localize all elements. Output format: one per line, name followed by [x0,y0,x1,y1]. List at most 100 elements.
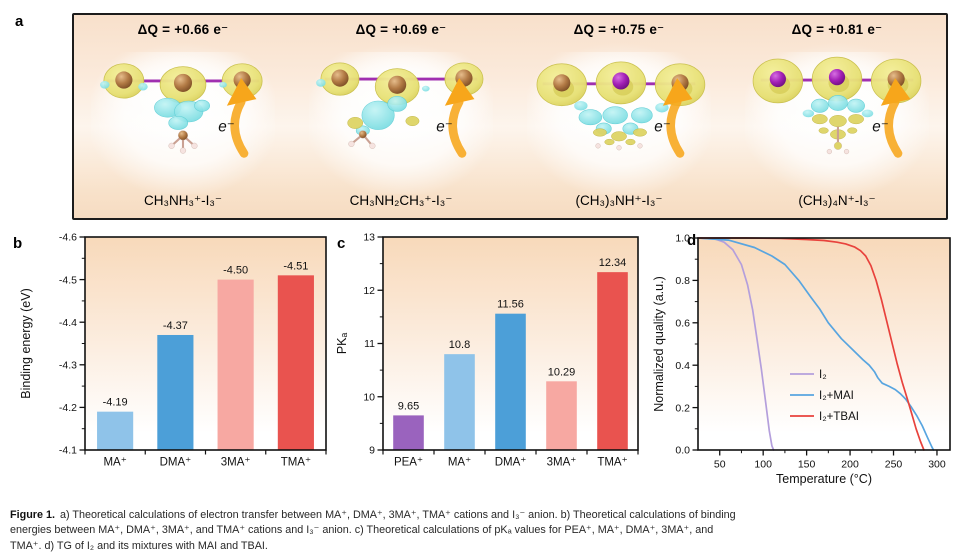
y-tick-label: -4.6 [59,232,77,244]
panel-a-electron-transfer: ΔQ = +0.66 e⁻ e⁻ CH₃NH₃⁺-I₃⁻ ΔQ = +0.69 … [72,13,948,220]
molecule-formula: CH₃NH₂CH₃⁺-I₃⁻ [349,193,453,208]
charge-transfer-value: ΔQ = +0.69 e⁻ [355,22,447,37]
cyan-isosurface-blob [168,115,189,130]
x-category-label: TMA⁺ [281,457,311,469]
cyan-isosurface-blob [847,98,865,113]
x-tick-label: 300 [928,459,946,471]
bar-PEA⁺ [393,415,424,450]
bar-3MA⁺ [217,279,254,450]
cyan-isosurface-blob [387,95,408,112]
yellow-isosurface-bit [611,131,627,142]
y-tick-label: -4.1 [59,445,77,457]
molecule-cell-ma: ΔQ = +0.66 e⁻ e⁻ CH₃NH₃⁺-I₃⁻ [74,15,292,218]
cation-atom [179,147,187,154]
yellow-isosurface-bit [633,128,647,137]
x-category-label: PEA⁺ [394,457,423,469]
y-tick-label: 13 [363,232,375,244]
y-tick-label: 12 [363,285,375,297]
pka-bar-chart: 9.65 PEA⁺ 10.8 MA⁺ 11.56 DMA⁺ 10.29 3MA⁺ 12.34 TM… [335,232,639,469]
nitrogen-atom [828,69,846,86]
electron-transfer-arrow-head [880,78,911,106]
bar-value-label: 12.34 [599,257,627,269]
cyan-isosurface-bit [655,102,669,113]
bar-3MA⁺ [546,381,577,450]
molecule-cell-tma: ΔQ = +0.81 e⁻ e⁻ (CH₃)₄N⁺-I₃⁻ [728,15,946,218]
charge-transfer-value: ΔQ = +0.81 e⁻ [791,22,883,37]
series-line-I₂ [697,237,775,451]
panel-d-letter: d [687,232,697,249]
iodine-atom [388,75,407,94]
yellow-isosurface-bit [625,138,636,146]
cation-atom [616,145,622,151]
y-tick-label: -4.2 [59,402,77,414]
iodine-atom [115,71,133,89]
y-tick-label: 1.0 [675,233,690,245]
cation-atom [595,143,601,149]
cation-atom [348,140,355,147]
panel-b-letter: b [13,235,23,252]
series-line-I₂+TBAI [697,237,925,451]
figure-number: Figure 1. [10,508,55,521]
bar-value-label: -4.51 [283,260,308,272]
y-tick-label: 0.6 [675,318,690,330]
nitrogen-atom [612,72,630,90]
cyan-isosurface-bit [421,85,430,92]
panel-a-letter: a [15,13,24,30]
yellow-isosurface-bit [818,127,829,134]
cyan-isosurface-blob [194,99,210,112]
iodine-atom [331,69,349,87]
molecule-formula: CH₃NH₃⁺-I₃⁻ [144,193,222,208]
x-tick-label: 150 [798,459,816,471]
bar-value-label: -4.37 [163,320,188,332]
y-axis: -4.1 -4.2 -4.3 -4.4 -4.5 -4.6 Binding energy (… [19,232,85,457]
bar-value-label: 11.56 [497,299,524,311]
molecule-cell-3ma: ΔQ = +0.75 e⁻ e⁻ (CH₃)₃NH⁺-I₃⁻ [510,15,728,218]
bar-TMA⁺ [597,272,628,450]
x-axis: 50 100 150 200 250 300 Temperature (°C) [714,450,946,486]
x-category-label: 3MA⁺ [547,457,577,469]
molecule-cell-dma: ΔQ = +0.69 e⁻ e⁻ CH₃NH₂CH₃⁺-I₃⁻ [292,15,510,218]
legend: I₂ I₂+MAI I₂+TBAI [790,369,859,423]
nitrogen-atom [769,70,786,88]
x-tick-label: 250 [885,459,903,471]
yellow-isosurface-bit [593,128,607,137]
y-tick-label: -4.3 [59,360,77,372]
plot-frame [382,236,639,451]
electron-transfer-arrow-head [444,78,475,106]
electron-transfer-arrow-tail [884,97,903,158]
cyan-isosurface-bit [574,101,588,111]
y-axis-title: Binding energy (eV) [19,288,33,398]
bar-value-label: 10.8 [449,339,470,351]
iodine-atom [887,70,905,88]
bar-MA⁺ [97,411,134,450]
legend-label: I₂ [819,369,827,381]
cyan-isosurface-blob [602,106,628,125]
cation-atom [178,130,188,141]
cyan-isosurface-bit [138,82,148,91]
molecule-isosurface-graphic: e⁻ [745,42,929,158]
molecule-formula: (CH₃)₄N⁺-I₃⁻ [798,193,876,208]
x-tick-label: 200 [841,459,859,471]
y-tick-label: 0.8 [675,275,690,287]
figure-caption: Figure 1. a) Theoretical calculations of … [10,508,957,555]
cyan-isosurface-bit [100,80,110,89]
y-tick-label: -4.4 [59,317,77,329]
caption-text-1: a) Theoretical calculations of electron … [60,508,736,521]
cyan-isosurface-blob [631,107,653,124]
y-axis-title: Normalized quality (a.u.) [652,276,666,411]
y-tick-label: 0.4 [675,360,690,372]
iodine-atom [553,74,571,92]
bar-value-label: -4.50 [223,265,248,277]
y-tick-label: 10 [363,391,375,403]
electron-transfer-arrow-head [226,78,257,106]
bars-group: -4.19 MA⁺ -4.37 DMA⁺ -4.50 3MA⁺ -4.51 TMA⁺ [97,260,314,469]
x-category-label: MA⁺ [103,457,126,469]
cyan-isosurface-bit [219,81,227,88]
molecule-formula: (CH₃)₃NH⁺-I₃⁻ [575,193,663,208]
cation-atom [168,142,175,149]
molecule-isosurface-graphic: e⁻ [91,42,275,158]
legend-label: I₂+TBAI [819,411,859,423]
cation-atom [191,142,198,149]
plot-frame [84,236,327,451]
